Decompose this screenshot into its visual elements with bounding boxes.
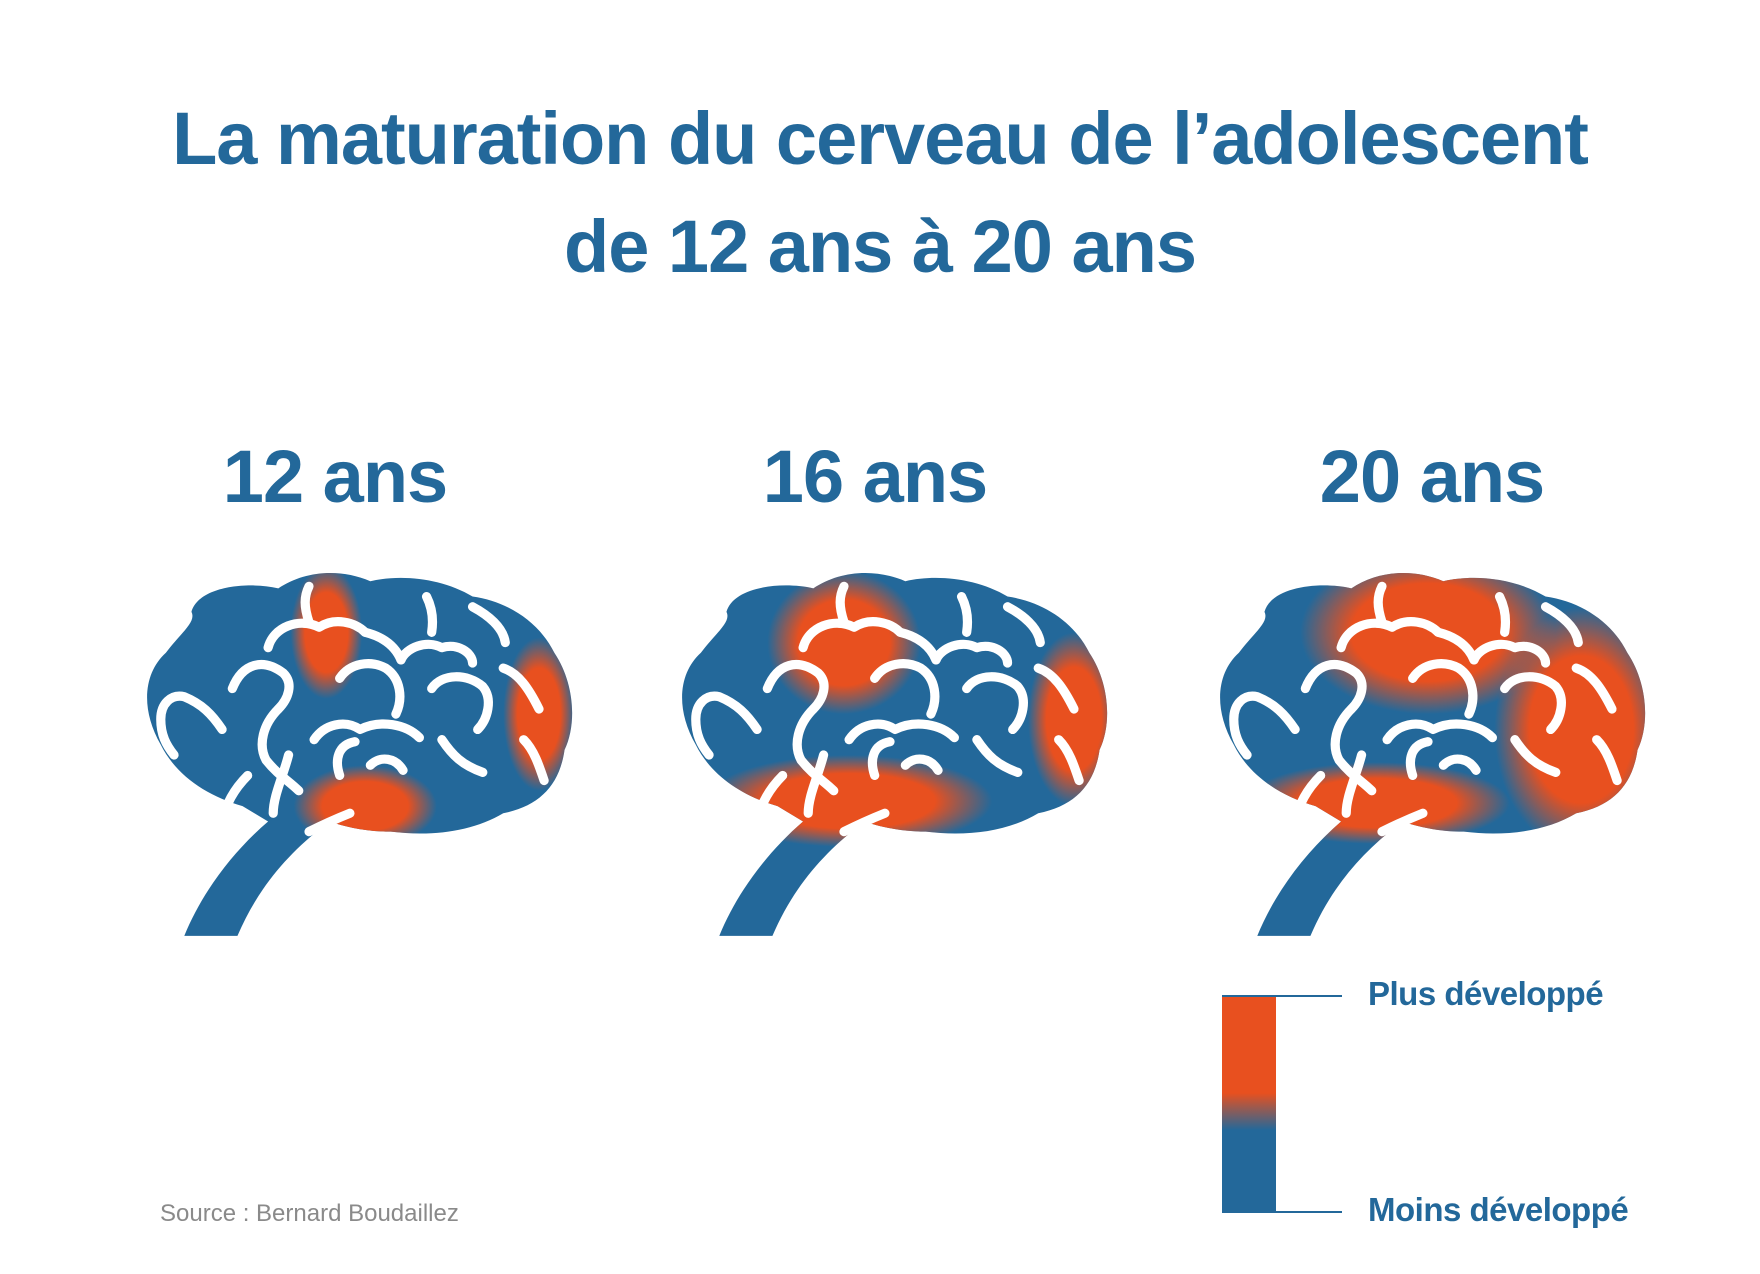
- development-zone: [1300, 572, 1556, 715]
- legend-gradient-bar: [1222, 995, 1276, 1213]
- development-zone: [1244, 762, 1510, 844]
- development-zone: [293, 765, 437, 847]
- brain-16-years: [682, 572, 1108, 936]
- page-title: La maturation du cerveau de l’adolescent…: [0, 85, 1760, 301]
- age-label-20: 20 ans: [1319, 435, 1545, 518]
- age-label-12: 12 ans: [222, 435, 448, 518]
- development-zone: [1028, 632, 1108, 807]
- legend-top-label: Plus développé: [1368, 975, 1604, 1012]
- legend-bottom-line: [1276, 1211, 1342, 1213]
- age-label-16: 16 ans: [762, 435, 988, 518]
- source-credit: Source : Bernard Boudaillez: [160, 1200, 459, 1227]
- title-line-2: de 12 ans à 20 ans: [564, 205, 1197, 288]
- development-zone: [767, 572, 921, 715]
- title-line-1: La maturation du cerveau de l’adolescent: [172, 97, 1589, 180]
- brain-12-years: [147, 572, 573, 936]
- legend-bottom-label: Moins développé: [1368, 1191, 1629, 1228]
- development-zone: [290, 572, 363, 699]
- brain-20-years: [1220, 572, 1646, 936]
- legend-top-line: [1222, 995, 1342, 997]
